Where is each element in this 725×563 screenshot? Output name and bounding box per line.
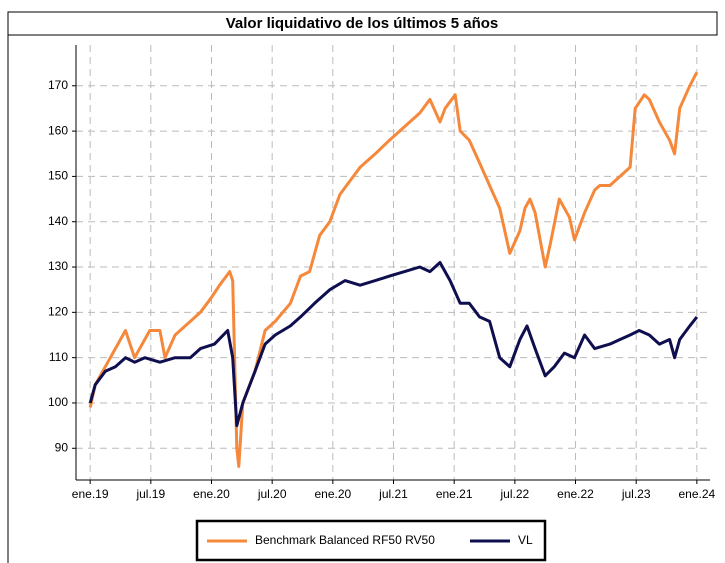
x-tick-label: ene.20: [193, 487, 230, 501]
x-tick-label: jul.23: [621, 487, 651, 501]
title-box: [7, 11, 718, 36]
y-tick-label: 130: [48, 259, 68, 273]
legend-label: VL: [518, 533, 533, 547]
y-tick-label: 160: [48, 123, 68, 137]
chart-title: Valor liquidativo de los últimos 5 años: [226, 15, 499, 32]
series-line: [88, 261, 699, 428]
x-tick-label: ene.19: [72, 487, 109, 501]
x-tick-label: ene.22: [557, 487, 594, 501]
series-line: [88, 71, 699, 468]
x-tick-label: ene.20: [314, 487, 351, 501]
y-tick-label: 170: [48, 78, 68, 92]
y-tick-label: 150: [48, 169, 68, 183]
y-tick-label: 110: [49, 350, 68, 364]
y-tick-label: 100: [48, 395, 68, 409]
x-tick-label: ene.21: [436, 487, 473, 501]
legend-label: Benchmark Balanced RF50 RV50: [255, 533, 435, 547]
x-tick-label: jul.22: [500, 487, 530, 501]
x-tick-label: ene.24: [679, 487, 716, 501]
y-tick-label: 140: [48, 214, 68, 228]
x-tick-label: jul.20: [257, 487, 287, 501]
x-tick-label: jul.19: [135, 487, 165, 501]
y-tick-label: 90: [55, 440, 69, 454]
y-tick-label: 120: [48, 305, 68, 319]
x-tick-label: jul.21: [378, 487, 408, 501]
